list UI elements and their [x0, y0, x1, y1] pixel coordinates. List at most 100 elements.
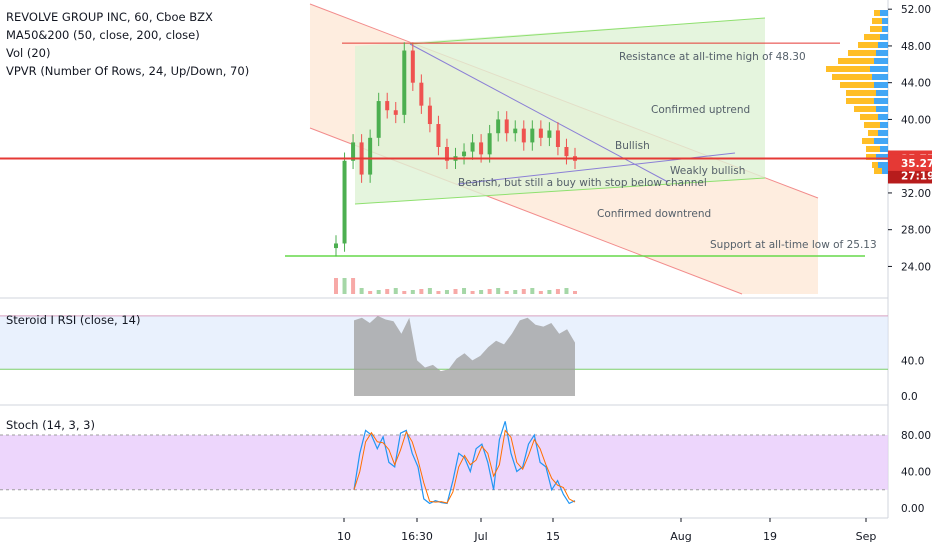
resistance-label: Resistance at all-time high of 48.30: [619, 51, 806, 63]
volume-bar: [479, 290, 484, 294]
vpvr-bar-up: [882, 168, 888, 174]
y-tick-label: 48.00: [901, 41, 931, 53]
volume-bar: [513, 290, 518, 294]
volume-bar: [444, 290, 449, 294]
vpvr-bar-down: [874, 10, 880, 16]
vpvr-bar-down: [846, 90, 876, 96]
vpvr-bar-down: [862, 138, 874, 144]
vpvr-bar-down: [874, 168, 882, 174]
stoch-y-tick-label: 0.00: [901, 503, 924, 515]
vpvr-bar-down: [872, 162, 878, 168]
volume-bar: [521, 289, 526, 294]
candle-body: [513, 128, 518, 134]
y-tick-label: 28.00: [901, 225, 931, 237]
candle-body: [504, 119, 509, 134]
candle-body: [410, 50, 415, 83]
stoch-title[interactable]: Stoch (14, 3, 3): [6, 418, 95, 432]
countdown-value: 27:19: [901, 170, 932, 182]
vpvr-bar-up: [872, 74, 888, 80]
rsi-y-tick-label: 0.0: [901, 391, 918, 403]
price-tag-2: [888, 154, 932, 171]
vpvr-bar-down: [840, 82, 874, 88]
y-tick-label: 52.00: [901, 4, 931, 16]
volume-bar: [410, 290, 415, 294]
y-tick-label: 24.00: [901, 261, 931, 273]
x-tick-label: 10: [337, 530, 351, 543]
annotation-label: Weakly bullish: [670, 165, 745, 177]
candle-body: [470, 142, 475, 152]
vpvr-bar-down: [832, 74, 872, 80]
volume-bar: [530, 288, 535, 294]
indicator-vpvr[interactable]: VPVR (Number Of Rows, 24, Up/Down, 70): [6, 64, 250, 78]
vpvr-bar-up: [874, 138, 888, 144]
vpvr-bar-up: [876, 154, 888, 160]
vpvr-bar-up: [880, 10, 888, 16]
vpvr-bar-up: [874, 98, 888, 104]
vpvr-bar-down: [838, 58, 874, 64]
countdown-tag: [888, 167, 932, 184]
chart-legend: REVOLVE GROUP INC, 60, Cboe BZX MA50&200…: [6, 8, 249, 80]
stoch-d-line: [353, 429, 576, 504]
rsi-band: [0, 315, 888, 370]
volume-bar: [376, 290, 381, 294]
vpvr-bar-down: [860, 114, 878, 120]
volume-bar: [419, 289, 424, 294]
vpvr-bar-up: [878, 130, 888, 136]
candle-body: [462, 151, 467, 157]
candle-body: [444, 147, 449, 161]
vpvr-bar-down: [866, 154, 876, 160]
vpvr-bar-down: [846, 98, 874, 104]
volume-bar: [555, 289, 560, 294]
annotation-label: Bullish: [615, 140, 650, 152]
candle-body: [351, 142, 356, 161]
vpvr-bar-down: [864, 122, 880, 128]
candle-body: [368, 137, 373, 175]
volume-bar: [427, 288, 432, 294]
candle-body: [521, 128, 526, 143]
candle-body: [530, 128, 535, 143]
vpvr-bar-down: [826, 66, 870, 72]
candle-body: [555, 130, 560, 147]
volume-bar: [334, 278, 338, 294]
candle-body: [547, 130, 552, 138]
annotation-label: Confirmed downtrend: [597, 208, 711, 220]
vpvr-bar-up: [876, 50, 888, 56]
vpvr-bar-up: [870, 66, 888, 72]
stoch-band: [0, 435, 888, 490]
vpvr-bar-down: [870, 26, 882, 32]
vpvr-bar-down: [848, 50, 876, 56]
volume-bar: [351, 278, 356, 294]
x-tick-label: 19: [763, 530, 777, 543]
candle-body: [564, 147, 569, 157]
indicator-ma[interactable]: MA50&200 (50, close, 200, close): [6, 28, 200, 42]
vpvr-bar-down: [858, 42, 878, 48]
y-tick-label: 44.00: [901, 78, 931, 90]
candle-body: [376, 101, 381, 138]
volume-bar: [470, 291, 475, 294]
stoch-y-tick-label: 80.00: [901, 430, 931, 442]
volume-bar: [436, 291, 441, 294]
volume-bar: [385, 289, 390, 294]
indicator-vol[interactable]: Vol (20): [6, 46, 51, 60]
x-tick-label: 16:30: [401, 530, 433, 543]
volume-bar: [402, 291, 407, 294]
candle-body: [334, 243, 338, 249]
candle-body: [419, 82, 424, 106]
candle-body: [487, 133, 492, 155]
volume-bar: [547, 290, 552, 294]
vpvr-bar-down: [868, 130, 878, 136]
support-label: Support at all-time low of 25.13: [710, 239, 877, 251]
stoch-k-line: [353, 421, 576, 505]
candle-body: [385, 101, 390, 111]
vpvr-bar-up: [878, 42, 888, 48]
stoch-y-tick-label: 40.00: [901, 467, 931, 479]
annotation-label: Bearish, but still a buy with stop below…: [458, 177, 707, 189]
ascending-upper-line: [409, 17, 766, 45]
volume-bar: [368, 291, 373, 294]
candle-body: [538, 128, 543, 138]
x-tick-label: Jul: [473, 530, 487, 543]
rsi-title[interactable]: Steroid I RSI (close, 14): [6, 313, 141, 327]
vpvr-bar-up: [880, 122, 888, 128]
vpvr-bar-down: [854, 106, 876, 112]
